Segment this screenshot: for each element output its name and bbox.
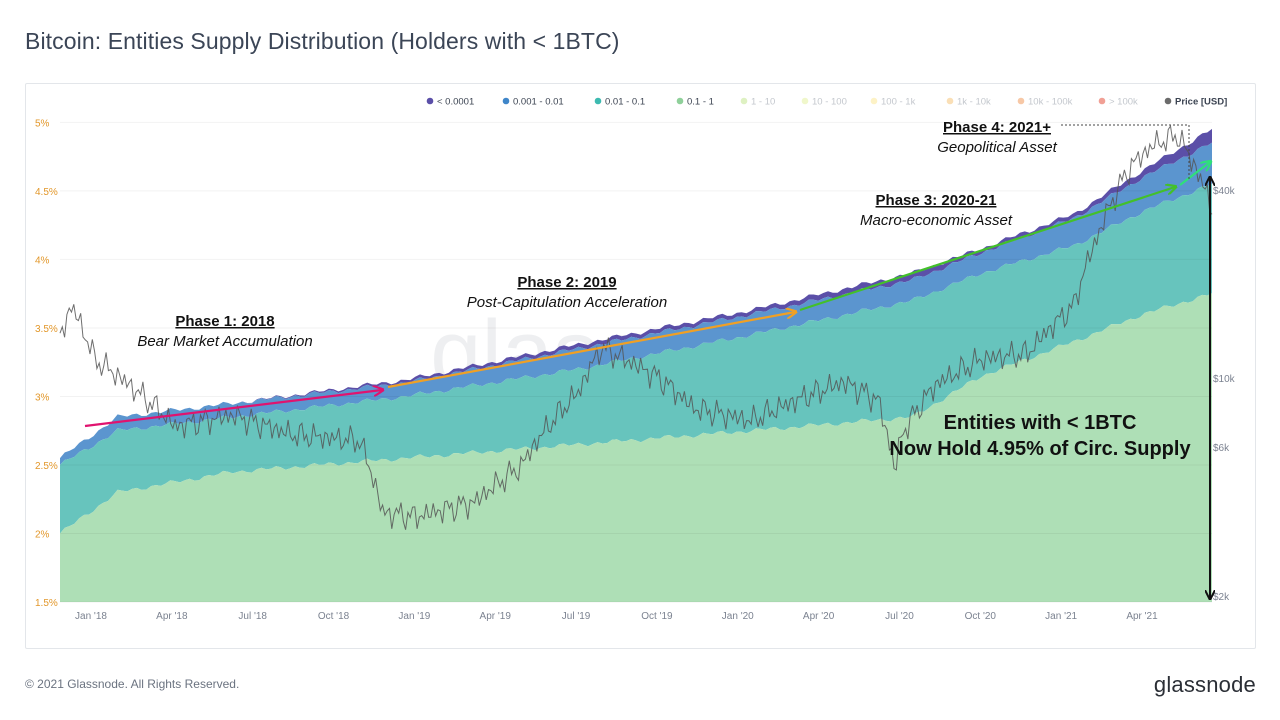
copyright-text: © 2021 Glassnode. All Rights Reserved. bbox=[25, 677, 240, 691]
y2-tick-label: $2k bbox=[1213, 592, 1230, 603]
x-tick-label: Jan '21 bbox=[1045, 611, 1077, 622]
phase-heading: Phase 3: 2020-21 bbox=[876, 192, 997, 209]
glassnode-logo: glassnode bbox=[1153, 672, 1256, 697]
x-tick-label: Oct '18 bbox=[318, 611, 350, 622]
chart-frame bbox=[25, 83, 1256, 649]
phase-subtitle: Bear Market Accumulation bbox=[137, 333, 312, 350]
y-tick-label: 1.5% bbox=[35, 598, 58, 609]
legend-label: < 0.0001 bbox=[437, 97, 474, 108]
x-tick-label: Oct '19 bbox=[641, 611, 673, 622]
legend-marker bbox=[801, 97, 809, 105]
legend-label: 0.001 - 0.01 bbox=[513, 97, 564, 108]
legend-marker bbox=[426, 97, 434, 105]
x-tick-label: Jul '19 bbox=[562, 611, 591, 622]
phase-subtitle: Geopolitical Asset bbox=[937, 139, 1057, 156]
phase-subtitle: Post-Capitulation Acceleration bbox=[467, 294, 667, 311]
x-tick-label: Apr '19 bbox=[480, 611, 512, 622]
legend-label: 1 - 10 bbox=[751, 97, 775, 108]
y-tick-label: 2.5% bbox=[35, 461, 58, 472]
area-band-0-01-0-1 bbox=[60, 183, 1212, 534]
phase-heading: Phase 1: 2018 bbox=[175, 313, 274, 330]
x-tick-label: Jan '18 bbox=[75, 611, 107, 622]
x-tick-label: Oct '20 bbox=[965, 611, 997, 622]
phase1-arrow bbox=[84, 390, 382, 428]
y-tick-label: 5% bbox=[35, 118, 50, 129]
legend-label: Price [USD] bbox=[1175, 97, 1227, 108]
price-line bbox=[59, 124, 1213, 530]
legend-marker bbox=[740, 97, 748, 105]
legend-marker bbox=[870, 97, 878, 105]
x-tick-label: Apr '20 bbox=[803, 611, 835, 622]
y-tick-label: 4.5% bbox=[35, 187, 58, 198]
x-tick-label: Jul '18 bbox=[238, 611, 267, 622]
callout-line2: Now Hold 4.95% of Circ. Supply bbox=[889, 438, 1191, 460]
y2-tick-label: $40k bbox=[1213, 186, 1236, 197]
legend-marker bbox=[1017, 97, 1025, 105]
x-tick-label: Jul '20 bbox=[885, 611, 914, 622]
legend-label: > 100k bbox=[1109, 97, 1138, 108]
x-tick-label: Jan '20 bbox=[722, 611, 754, 622]
y-tick-label: 2% bbox=[35, 529, 50, 540]
legend-label: 100 - 1k bbox=[881, 97, 916, 108]
legend-marker bbox=[594, 97, 602, 105]
phase-subtitle: Macro-economic Asset bbox=[860, 212, 1013, 229]
legend-label: 0.1 - 1 bbox=[687, 97, 714, 108]
y2-tick-label: $6k bbox=[1213, 443, 1230, 454]
x-tick-label: Apr '21 bbox=[1126, 611, 1158, 622]
y-tick-label: 3% bbox=[35, 392, 50, 403]
legend-label: 0.01 - 0.1 bbox=[605, 97, 645, 108]
phase-heading: Phase 4: 2021+ bbox=[943, 119, 1051, 136]
legend-marker bbox=[1164, 97, 1172, 105]
legend-marker bbox=[946, 97, 954, 105]
y-tick-label: 3.5% bbox=[35, 324, 58, 335]
phase3-arrow bbox=[799, 187, 1175, 312]
legend-marker bbox=[502, 97, 510, 105]
legend-marker bbox=[676, 97, 684, 105]
y-tick-label: 4% bbox=[35, 255, 50, 266]
phase2-arrow bbox=[387, 312, 795, 389]
x-tick-label: Jan '19 bbox=[398, 611, 430, 622]
legend-label: 10 - 100 bbox=[812, 97, 847, 108]
area-band-0-1-1 bbox=[60, 293, 1212, 602]
legend-marker bbox=[1098, 97, 1106, 105]
legend-label: 10k - 100k bbox=[1028, 97, 1073, 108]
phase-heading: Phase 2: 2019 bbox=[517, 274, 616, 291]
phase4-leader bbox=[1061, 124, 1190, 180]
y2-tick-label: $10k bbox=[1213, 374, 1236, 385]
legend-label: 1k - 10k bbox=[957, 97, 991, 108]
callout-line1: Entities with < 1BTC bbox=[944, 412, 1137, 434]
x-tick-label: Apr '18 bbox=[156, 611, 188, 622]
page-title: Bitcoin: Entities Supply Distribution (H… bbox=[25, 28, 620, 54]
phase4-arrow bbox=[1179, 162, 1210, 186]
